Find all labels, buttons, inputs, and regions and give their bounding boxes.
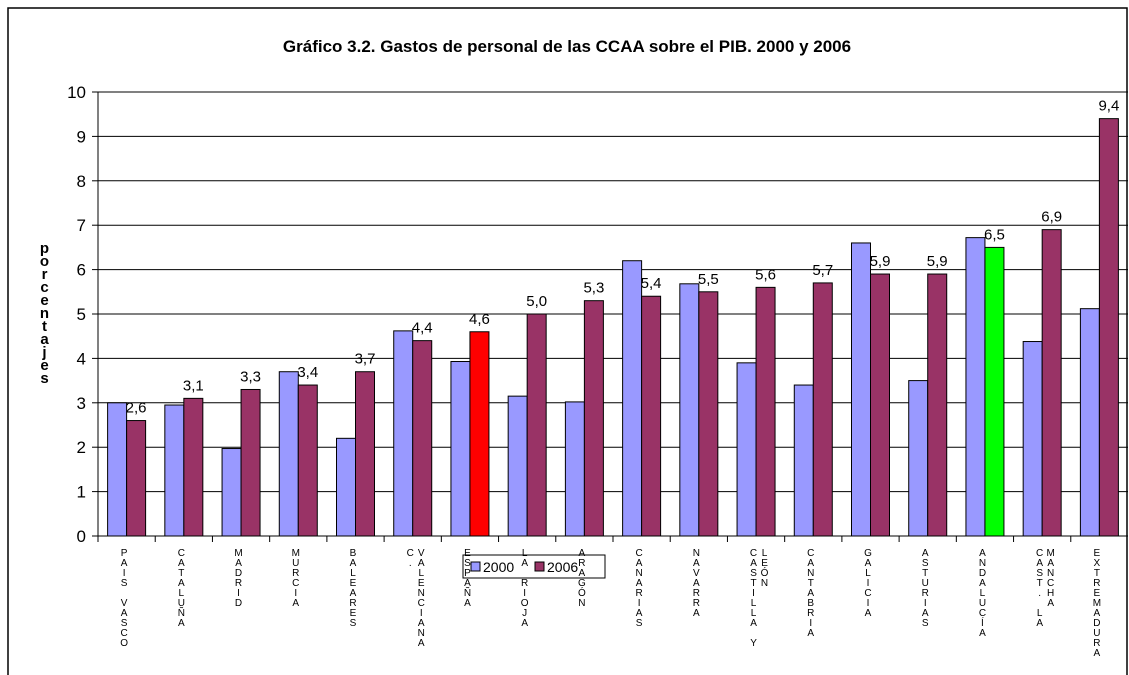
bar: [1098, 118, 1119, 537]
bar: [908, 380, 929, 537]
data-label: 5,7: [812, 262, 833, 279]
bar: [736, 362, 757, 537]
data-label: 2,6: [126, 400, 147, 417]
bar: [755, 286, 776, 537]
legend-label: 2000: [483, 559, 514, 575]
x-tick-label: EXTREMADURA: [1091, 548, 1103, 658]
x-tick-label: PAIS VASCO: [118, 548, 130, 648]
x-tick-label: LA RIOJA: [519, 548, 531, 628]
bar: [984, 246, 1005, 537]
bar: [355, 371, 375, 537]
data-label: 9,4: [1098, 98, 1119, 115]
bar: [1079, 308, 1100, 537]
chart-title: Gráfico 3.2. Gastos de personal de las C…: [283, 37, 851, 56]
data-label: 5,5: [698, 271, 719, 288]
bar: [564, 401, 585, 537]
data-label: 4,4: [412, 320, 433, 337]
bar: [164, 404, 185, 537]
x-tick-label: CANTABRIA: [805, 548, 817, 638]
y-tick-label: 6: [77, 261, 86, 280]
x-tick-label: MURCIA: [290, 548, 302, 608]
y-tick-label: 10: [67, 83, 86, 102]
legend-swatch: [470, 561, 481, 572]
y-tick-label: 7: [77, 216, 86, 235]
bar: [679, 283, 700, 537]
bar: [622, 260, 643, 537]
y-tick-label: 5: [77, 305, 86, 324]
chart-frame: [7, 7, 1128, 675]
bar: [336, 437, 356, 537]
bar: [469, 331, 490, 537]
x-tick-label: ASTURIAS: [919, 548, 931, 628]
bar: [965, 237, 986, 537]
bar: [1041, 229, 1062, 537]
bar: [393, 330, 414, 537]
bar: [1022, 341, 1043, 537]
bar: [126, 420, 147, 537]
bar: [851, 242, 871, 537]
data-label: 6,9: [1041, 209, 1062, 226]
y-tick-label: 8: [77, 172, 86, 191]
bar: [221, 448, 242, 537]
x-tick-label: BALEARES: [347, 548, 359, 628]
x-tick-label: CATALUÑA: [175, 548, 187, 628]
y-tick-label: 4: [77, 349, 86, 368]
legend-swatch: [534, 561, 545, 572]
data-label: 5,3: [583, 280, 604, 297]
data-label: 5,4: [641, 275, 662, 292]
bar: [412, 340, 433, 537]
bar: [107, 402, 128, 537]
x-tick-label: MADRID: [233, 548, 245, 608]
y-tick-label: 9: [77, 127, 86, 146]
x-tick-label: ANDALUCÍA: [976, 548, 988, 638]
data-label: 5,0: [526, 293, 547, 310]
x-tick-label: C. VALENCIANA: [404, 548, 427, 648]
x-tick-label: ESPAÑA: [461, 548, 473, 608]
data-label: 3,1: [183, 377, 204, 394]
data-label: 4,6: [469, 311, 490, 328]
bar: [812, 282, 833, 537]
bar: [870, 273, 890, 537]
bar: [526, 313, 547, 537]
legend-box: [462, 554, 606, 579]
bar: [793, 384, 814, 537]
bar: [507, 395, 528, 537]
data-label: 5,9: [927, 253, 948, 270]
bar: [698, 291, 719, 537]
data-label: 5,9: [870, 253, 891, 270]
data-label: 5,6: [755, 266, 776, 283]
x-tick-label: CANARIAS: [633, 548, 645, 628]
x-tick-label: NAVARRA: [690, 548, 702, 618]
x-tick-label: GALICIA: [862, 548, 874, 618]
y-axis-title: porcentajes: [36, 240, 53, 383]
bar: [927, 273, 948, 537]
data-label: 3,4: [297, 364, 318, 381]
y-tick-label: 2: [77, 438, 86, 457]
x-tick-label: ARAGÓN: [576, 548, 588, 608]
legend-label: 2006: [547, 559, 578, 575]
data-label: 6,5: [984, 226, 1005, 243]
bar: [240, 388, 261, 537]
data-label: 3,7: [355, 351, 376, 368]
x-tick-label: CAST. LA MANCHA: [1034, 548, 1057, 628]
x-tick-label: CASTILLA Y LEÓN: [748, 548, 771, 648]
bar: [450, 361, 471, 537]
y-tick-label: 1: [77, 483, 86, 502]
bar: [297, 384, 318, 537]
bar: [583, 300, 604, 537]
bar: [641, 295, 662, 537]
data-label: 3,3: [240, 368, 261, 385]
y-tick-label: 0: [77, 527, 86, 546]
bar: [278, 371, 299, 537]
bar: [183, 397, 204, 537]
y-tick-label: 3: [77, 394, 86, 413]
